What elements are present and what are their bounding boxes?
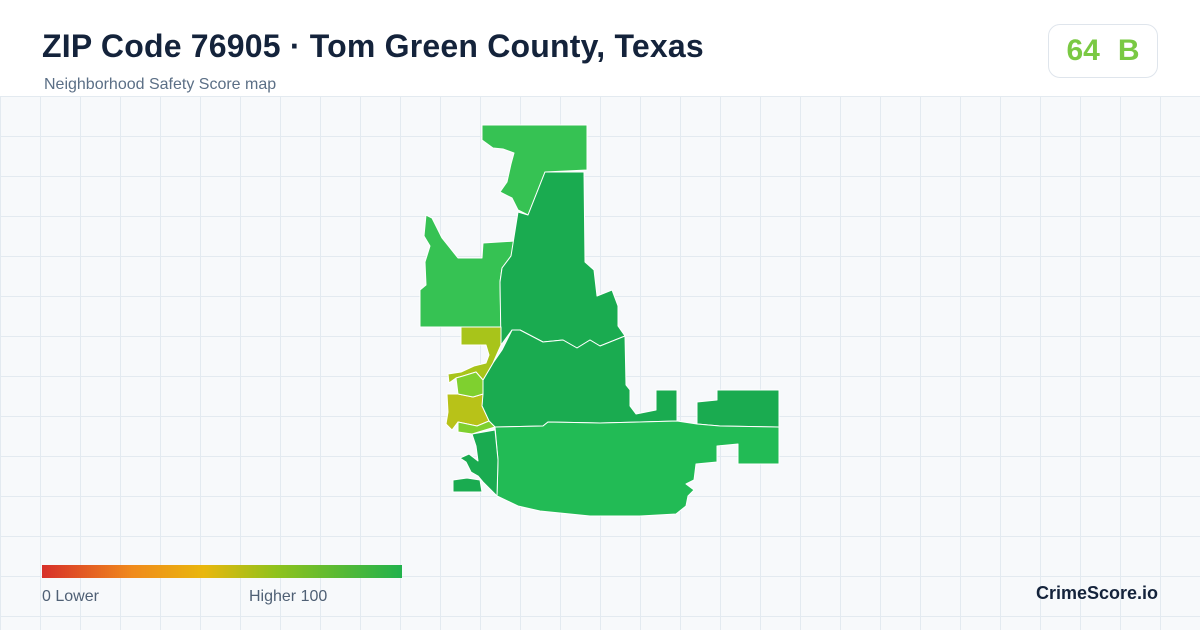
score-grade: B [1117,34,1140,67]
region-west-light-2[interactable] [457,420,496,435]
region-west-light-1[interactable] [455,371,484,398]
legend-color-bar [42,565,402,578]
page-title: ZIP Code 76905 · Tom Green County, Texas [42,28,704,64]
legend-max-label: Higher 100 [249,588,328,605]
score-value: 64 [1066,34,1100,67]
legend-min-label: 0 Lower [42,588,99,605]
region-southwest-strip[interactable] [452,429,499,497]
region-north-tip[interactable] [481,124,588,216]
region-south[interactable] [494,420,780,517]
region-east-block[interactable] [696,389,780,428]
region-west-yellow-upper[interactable] [447,326,502,384]
brand-logo-text: CrimeScore.io [1035,583,1158,603]
header: ZIP Code 76905 · Tom Green County, Texas… [0,0,1200,96]
page-subtitle: Neighborhood Safety Score map [44,76,277,93]
score-badge: 64 B [1048,24,1158,78]
